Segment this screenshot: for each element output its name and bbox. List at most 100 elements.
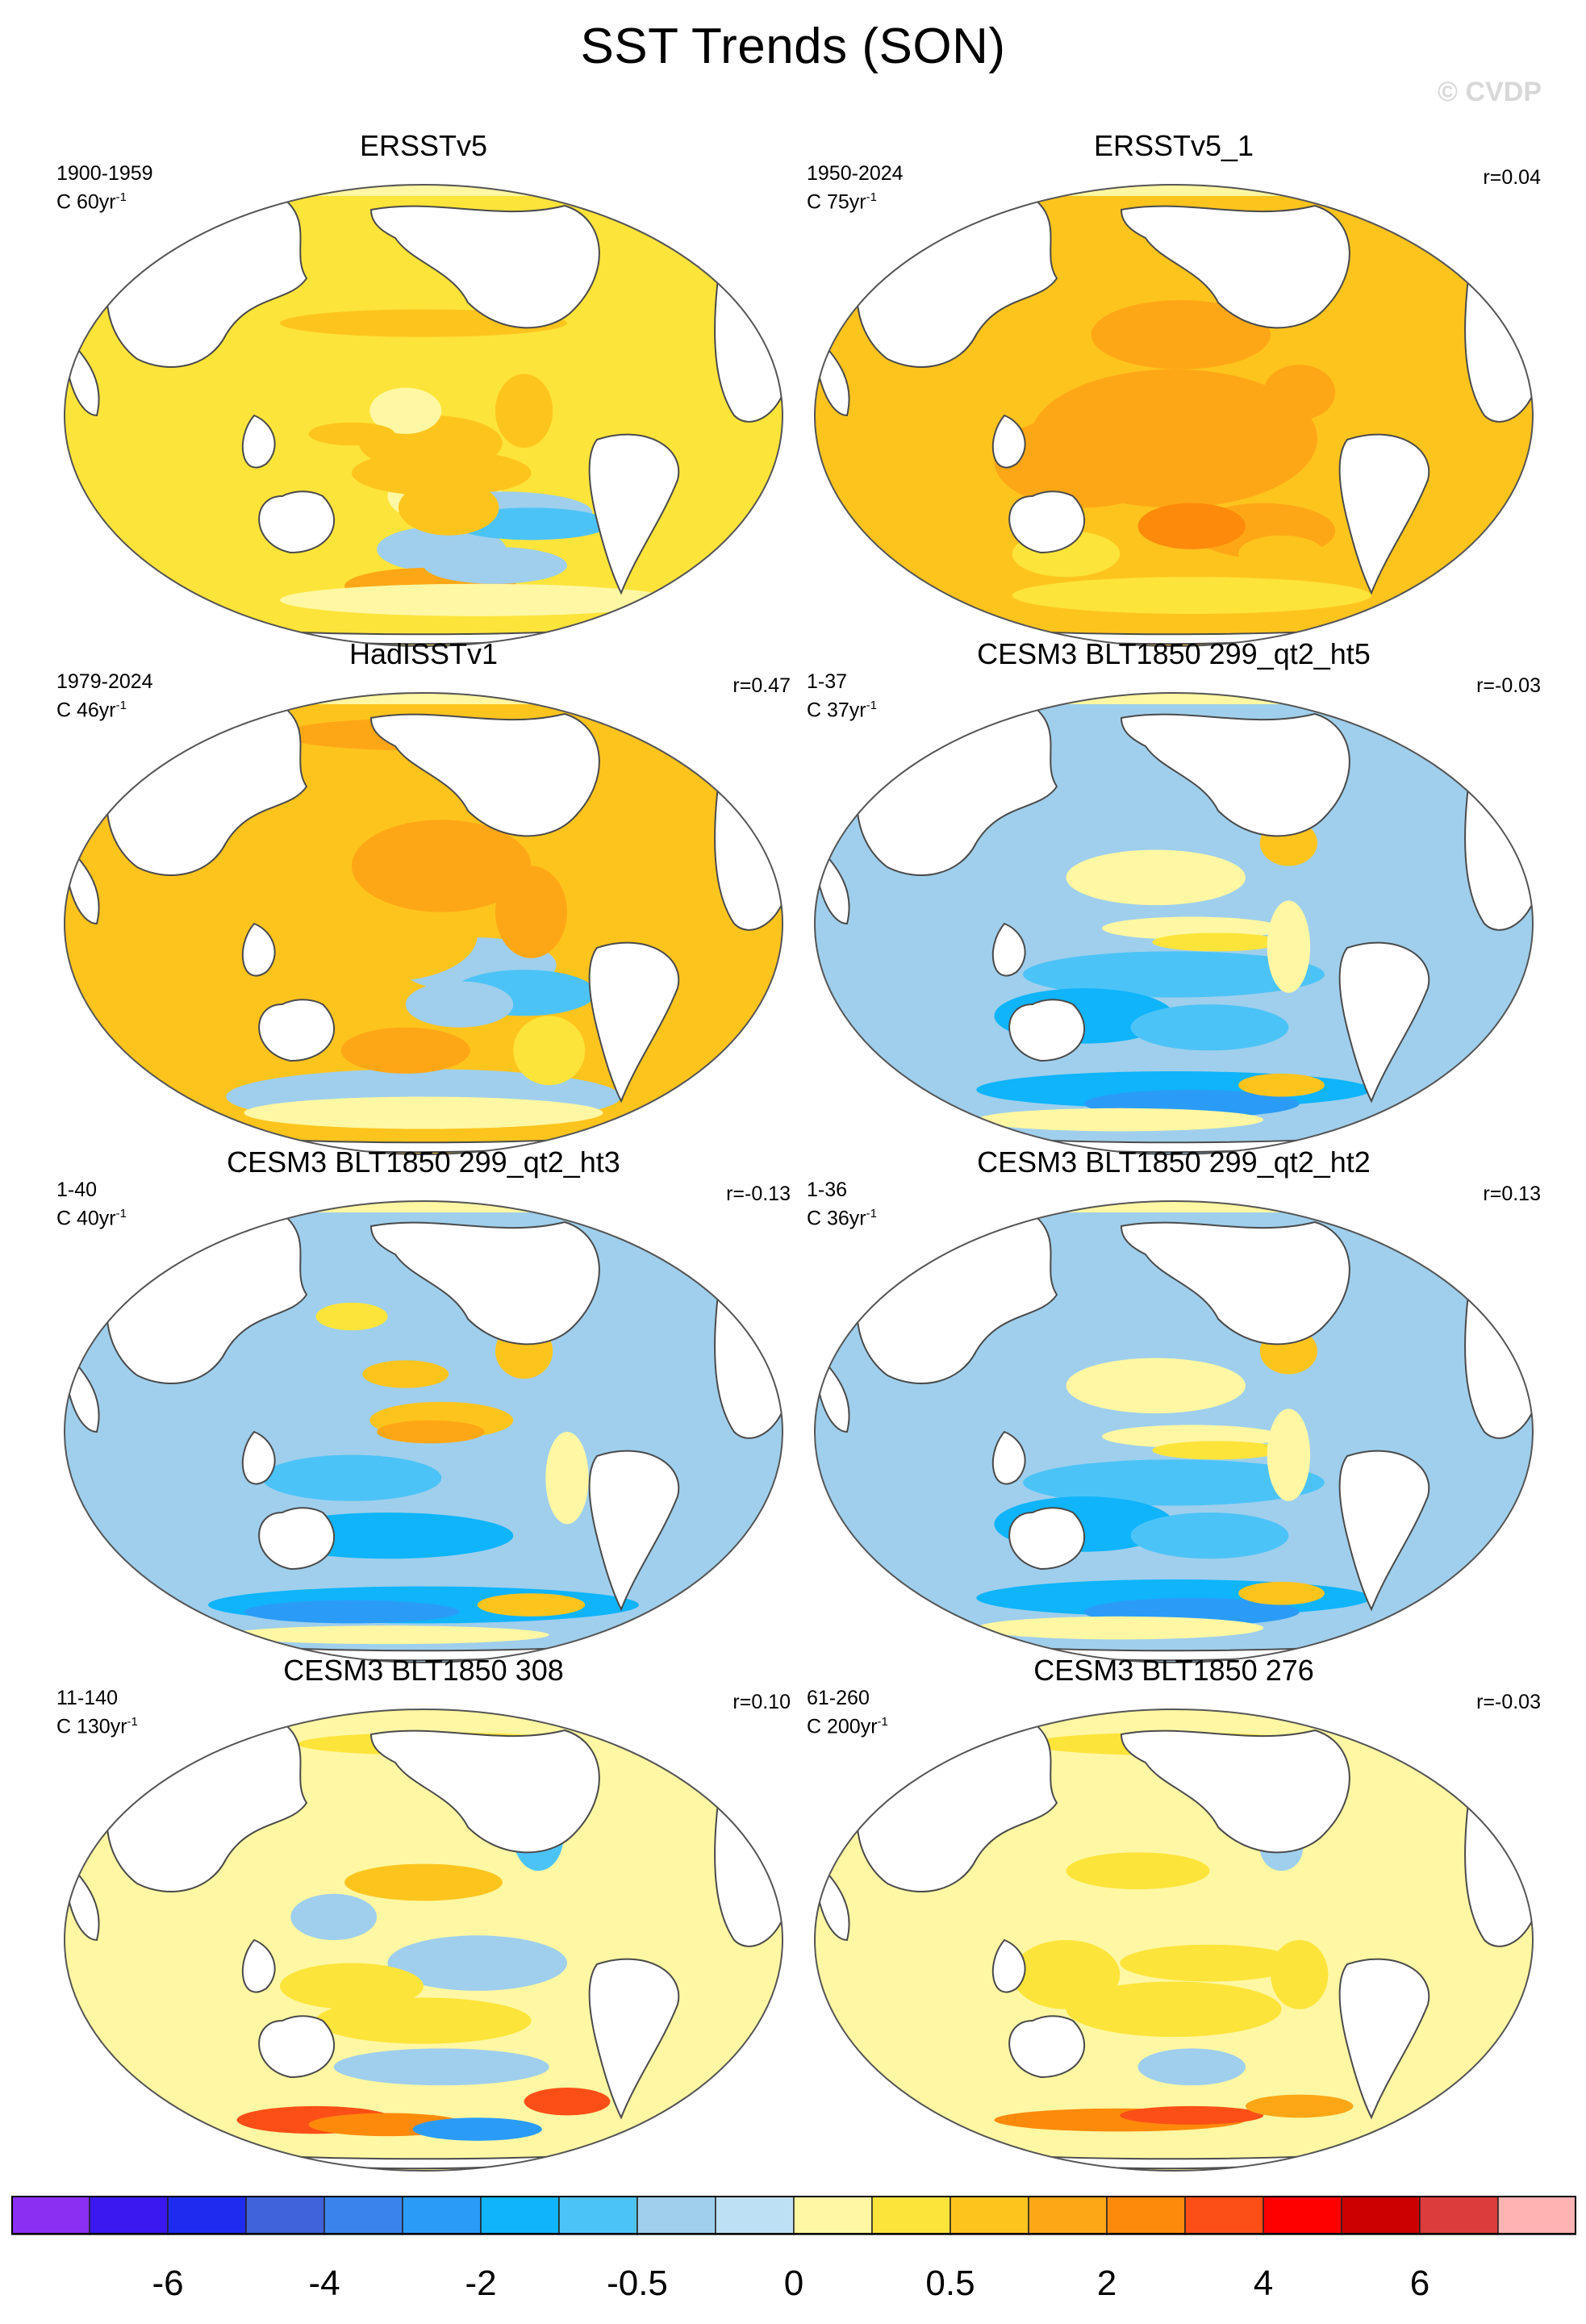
sst-contour-region (1066, 1358, 1246, 1414)
map-outline (64, 1709, 783, 2172)
map-panel: CESM3 BLT1850 299_qt2_ht2 1-36 C 36yr-1 r=0… (799, 1145, 1549, 1663)
sst-contour-region (1066, 1981, 1282, 2038)
cvdp-watermark: © CVDP (1438, 77, 1542, 107)
sst-contour-region (261, 1454, 442, 1501)
panel-period: 1-36 (807, 1179, 848, 1201)
sst-contour-region (477, 1593, 586, 1617)
sst-contour-region (290, 1893, 378, 1940)
sst-contour-region (1267, 1408, 1311, 1501)
panel-title: CESM3 BLT1850 299_qt2_ht5 (977, 637, 1371, 670)
map-panel: ERSSTv5 1900-1959 C 60yr-1 (48, 129, 799, 647)
sst-contour-region (352, 820, 532, 912)
colorbar-swatch (871, 2196, 951, 2235)
australia (258, 2015, 336, 2079)
sst-trend-map (814, 692, 1534, 1155)
maritime-continent (991, 922, 1026, 977)
sst-contour-region (1012, 1940, 1121, 2009)
sst-contour-region (1246, 2094, 1354, 2118)
colorbar-swatch (793, 2196, 873, 2235)
panel-units-text: C 60yr (56, 190, 116, 214)
panel-title: CESM3 BLT1850 299_qt2_ht3 (227, 1145, 620, 1179)
africa-europe (714, 1801, 783, 1947)
sst-contour-region (362, 1360, 449, 1388)
panel-period: 1900-1959 (56, 162, 153, 185)
sst-contour-region (1012, 577, 1371, 614)
africa-europe (714, 785, 783, 931)
sst-contour-region (344, 1863, 503, 1901)
maritime-continent (991, 1430, 1026, 1485)
sst-contour-region (1271, 1940, 1329, 2009)
colorbar-swatch (1341, 2196, 1421, 2235)
africa-europe (1464, 277, 1533, 423)
sst-contour-region (1137, 2048, 1246, 2086)
south-america (1338, 1450, 1430, 1612)
sst-contour-region (1130, 1512, 1289, 1559)
sst-contour-region (1238, 1581, 1325, 1605)
maritime-continent (241, 414, 276, 469)
panel-units: C 130yr-1 (56, 1710, 138, 1738)
sst-contour-region (976, 1108, 1264, 1132)
panel-units: C 46yr-1 (56, 694, 127, 722)
map-outline (64, 692, 783, 1155)
africa-europe (1464, 1801, 1533, 1947)
sst-contour-region (1120, 2105, 1264, 2125)
sst-contour-region (340, 1027, 470, 1074)
map-panel: CESM3 BLT1850 276 61-260 C 200yr-1 r=-0.03 (799, 1654, 1549, 2172)
maritime-continent (241, 1430, 276, 1485)
sst-contour-region (524, 2088, 611, 2116)
panel-units-exponent: -1 (127, 1715, 138, 1729)
map-outline (64, 184, 783, 647)
sst-contour-region (976, 1616, 1264, 1640)
australia (258, 490, 336, 554)
panel-units-text: C 46yr (56, 699, 116, 722)
africa-europe (714, 277, 783, 423)
map-panel: CESM3 BLT1850 308 11-140 C 130yr-1 r=0.10 (48, 1654, 799, 2172)
pattern-correlation: r=-0.03 (1476, 1691, 1541, 1713)
north-america (1120, 204, 1350, 329)
colorbar-tick-label: -4 (308, 2264, 340, 2303)
sst-contour-region (369, 387, 442, 434)
colorbar-tick-label: 4 (1253, 2264, 1274, 2303)
sst-contour-region (513, 1016, 586, 1086)
sst-contour-region (298, 889, 478, 982)
colorbar-labels: -6 -4 -2 -0.5 0 0.5 2 4 6 (0, 2264, 1586, 2312)
panel-period: 1979-2024 (56, 670, 153, 693)
sst-contour-region (280, 1963, 424, 2009)
sst-contour-region (315, 1997, 532, 2044)
panel-title: CESM3 BLT1850 308 (283, 1654, 564, 1687)
panel-period: 11-140 (56, 1687, 118, 1709)
south-america (588, 433, 680, 595)
sst-contour-region (424, 547, 567, 584)
sst-trend-map (64, 692, 783, 1155)
panel-units-exponent: -1 (115, 190, 127, 204)
colorbar-tick-label: -0.5 (607, 2264, 668, 2303)
map-outline (814, 1709, 1534, 2172)
panel-title: HadISSTv1 (349, 637, 499, 670)
sst-contour-region (1238, 535, 1325, 573)
map-outline (64, 1200, 783, 1663)
south-america (1338, 941, 1430, 1104)
colorbar-frame (11, 2196, 1576, 2234)
maritime-continent (241, 1938, 276, 1993)
maritime-continent (991, 414, 1026, 469)
panel-units-text: C 130yr (56, 1715, 127, 1738)
colorbar-tick-label: 6 (1409, 2264, 1430, 2303)
sst-contour-region (1152, 1441, 1282, 1460)
panel-units: C 37yr-1 (807, 694, 877, 722)
sst-contour-region (377, 1420, 485, 1444)
colorbar-swatch (1497, 2196, 1576, 2235)
panel-units: C 36yr-1 (807, 1202, 877, 1230)
colorbar-swatch (402, 2196, 482, 2235)
colorbar-swatch (1106, 2196, 1186, 2235)
sst-contour-region (495, 866, 567, 958)
sst-contour-region (1066, 849, 1246, 906)
colorbar-tick-label: 0 (783, 2264, 804, 2303)
colorbar-tick-label: -6 (152, 2264, 184, 2303)
colorbar-swatch (950, 2196, 1029, 2235)
panel-title: CESM3 BLT1850 299_qt2_ht2 (977, 1145, 1371, 1179)
panel-title: ERSSTv5_1 (1093, 129, 1254, 162)
sst-trend-map (64, 1709, 783, 2172)
panel-units: C 60yr-1 (56, 186, 127, 214)
map-outline (814, 1200, 1534, 1663)
sst-contour-region (1091, 300, 1271, 369)
